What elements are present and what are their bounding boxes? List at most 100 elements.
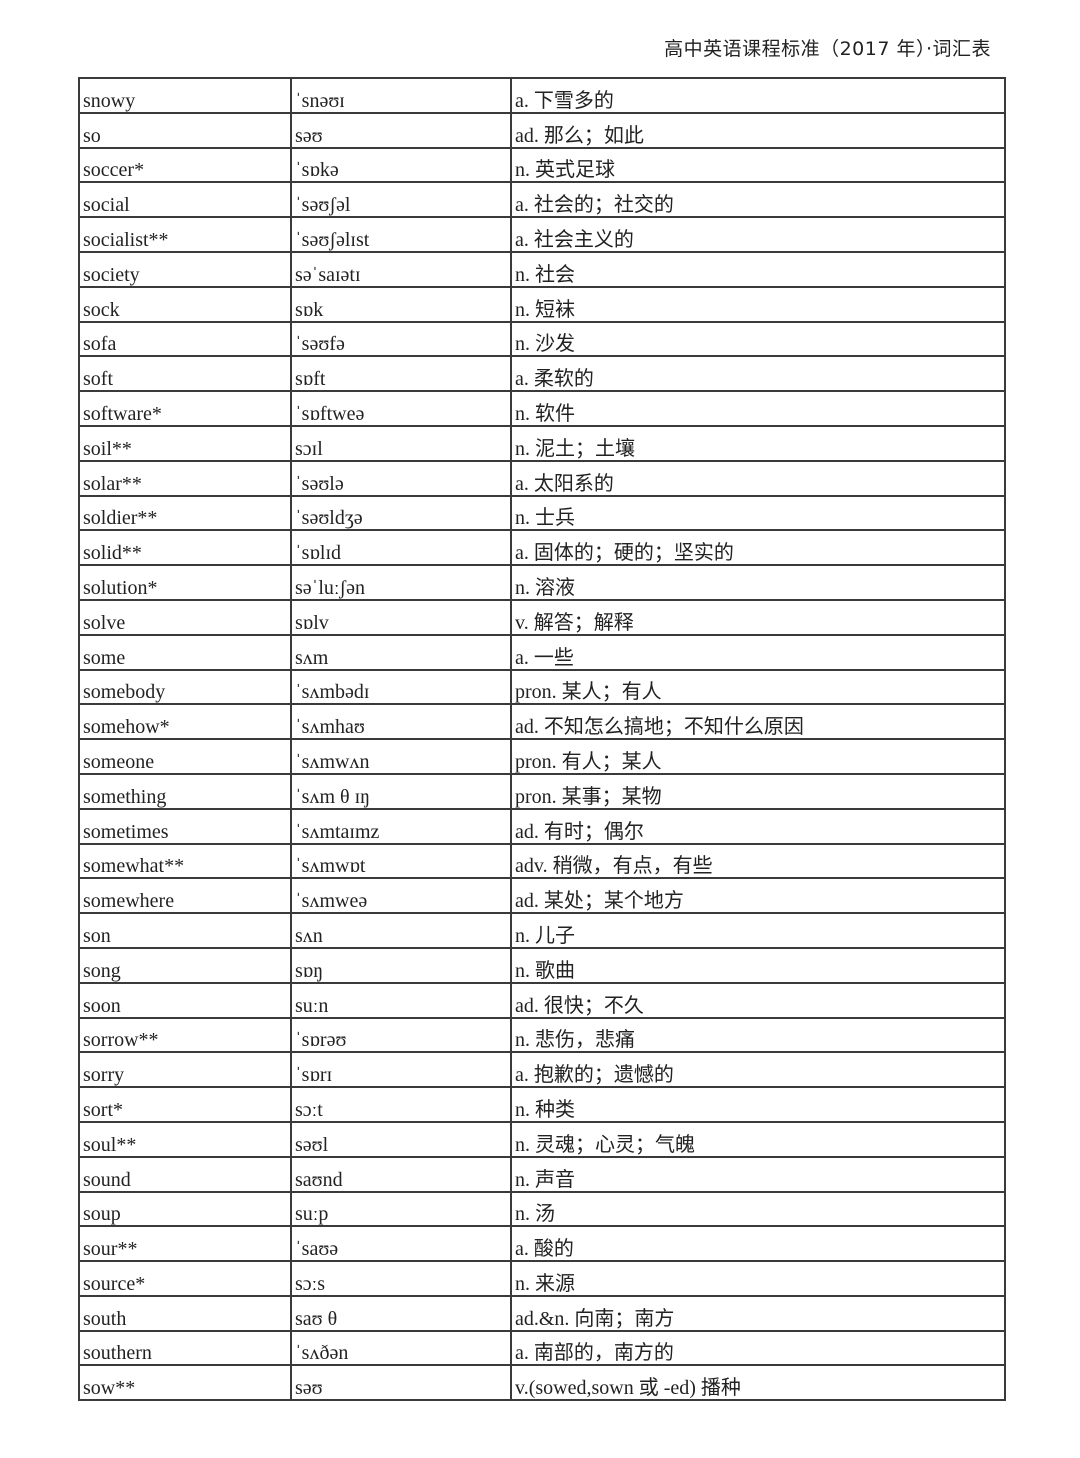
definition-cell: ad.&n. 向南；南方 (510, 1294, 1006, 1332)
definition-cell: n. 声音 (510, 1155, 1006, 1193)
phonetic-cell: sɒk (290, 285, 512, 323)
word-cell: sorrow** (78, 1016, 292, 1054)
table-row: source* sɔːs n. 来源 (78, 1260, 1006, 1297)
word-cell: sorry (78, 1051, 292, 1089)
word-cell: soil** (78, 424, 292, 462)
definition-cell: pron. 某事；某物 (510, 772, 1006, 810)
word-cell: sound (78, 1155, 292, 1193)
table-row: somebody ˈsʌmbədɪ pron. 某人；有人 (78, 668, 1006, 706)
definition-cell: a. 酸的 (510, 1225, 1006, 1263)
table-row: solar** ˈsəʊlə a. 太阳系的 (78, 459, 1006, 497)
definition-cell: ad. 有时；偶尔 (510, 807, 1006, 845)
word-cell: son (78, 912, 292, 949)
definition-cell: a. 太阳系的 (510, 459, 1006, 497)
word-cell: solution* (78, 564, 292, 601)
phonetic-cell: sɒŋ (290, 946, 512, 984)
vocabulary-table: snowy ˈsnəʊɪ a. 下雪多的 so səʊ ad. 那么；如此 soccer* ˈ… (78, 77, 1006, 1402)
phonetic-cell: ˈsɒlɪd (290, 529, 512, 567)
phonetic-cell: saʊ θ (290, 1294, 512, 1332)
table-row: sour** ˈsaʊə a. 酸的 (78, 1225, 1006, 1263)
table-row: someone ˈsʌmwʌn pron. 有人；某人 (78, 738, 1006, 775)
table-row: sow** səʊ v.(sowed,sown 或 -ed) 播种 (78, 1364, 1006, 1402)
phonetic-cell: ˈsɒrɪ (290, 1051, 512, 1089)
word-cell: social (78, 181, 292, 219)
word-cell: software* (78, 390, 292, 427)
phonetic-cell: səʊ (290, 1364, 512, 1402)
phonetic-cell: ˈsʌmbədɪ (290, 668, 512, 706)
definition-cell: n. 泥土；土壤 (510, 424, 1006, 462)
table-row: something ˈsʌm θ ɪŋ pron. 某事；某物 (78, 772, 1006, 810)
phonetic-cell: ˈsəʊʃəl (290, 181, 512, 219)
table-row: southern ˈsʌðən a. 南部的，南方的 (78, 1329, 1006, 1367)
phonetic-cell: ˈsəʊlə (290, 459, 512, 497)
definition-cell: n. 歌曲 (510, 946, 1006, 984)
table-row: socialist** ˈsəʊʃəlɪst a. 社会主义的 (78, 216, 1006, 253)
definition-cell: a. 下雪多的 (510, 77, 1006, 114)
definition-cell: v.(sowed,sown 或 -ed) 播种 (510, 1364, 1006, 1402)
table-row: sometimes ˈsʌmtaɪmz ad. 有时；偶尔 (78, 807, 1006, 845)
definition-cell: a. 固体的；硬的；坚实的 (510, 529, 1006, 567)
word-cell: something (78, 772, 292, 810)
word-cell: somehow* (78, 703, 292, 741)
table-row: social ˈsəʊʃəl a. 社会的；社交的 (78, 181, 1006, 219)
definition-cell: ad. 那么；如此 (510, 111, 1006, 149)
definition-cell: n. 来源 (510, 1260, 1006, 1297)
phonetic-cell: səˈsaɪətɪ (290, 250, 512, 288)
word-cell: soul** (78, 1120, 292, 1158)
definition-cell: n. 灵魂；心灵；气魄 (510, 1120, 1006, 1158)
word-cell: sock (78, 285, 292, 323)
word-cell: soldier** (78, 494, 292, 532)
table-row: sorry ˈsɒrɪ a. 抱歉的；遗憾的 (78, 1051, 1006, 1089)
definition-cell: pron. 有人；某人 (510, 738, 1006, 775)
word-cell: sofa (78, 320, 292, 358)
phonetic-cell: ˈsnəʊɪ (290, 77, 512, 114)
word-cell: someone (78, 738, 292, 775)
word-cell: somewhat** (78, 842, 292, 880)
table-row: sock sɒk n. 短袜 (78, 285, 1006, 323)
table-row: so səʊ ad. 那么；如此 (78, 111, 1006, 149)
phonetic-cell: saʊnd (290, 1155, 512, 1193)
word-cell: somebody (78, 668, 292, 706)
word-cell: sow** (78, 1364, 292, 1402)
table-row: sofa ˈsəʊfə n. 沙发 (78, 320, 1006, 358)
word-cell: so (78, 111, 292, 149)
table-row: soft sɒft a. 柔软的 (78, 355, 1006, 393)
definition-cell: n. 种类 (510, 1086, 1006, 1123)
table-row: soccer* ˈsɒkə n. 英式足球 (78, 146, 1006, 184)
word-cell: soup (78, 1190, 292, 1228)
table-row: solve sɒlv v. 解答；解释 (78, 598, 1006, 636)
table-row: son sʌn n. 儿子 (78, 912, 1006, 949)
definition-cell: pron. 某人；有人 (510, 668, 1006, 706)
definition-cell: n. 沙发 (510, 320, 1006, 358)
definition-cell: adv. 稍微，有点，有些 (510, 842, 1006, 880)
definition-cell: a. 一些 (510, 633, 1006, 671)
definition-cell: n. 士兵 (510, 494, 1006, 532)
table-row: solid** ˈsɒlɪd a. 固体的；硬的；坚实的 (78, 529, 1006, 567)
word-cell: some (78, 633, 292, 671)
word-cell: soft (78, 355, 292, 393)
table-row: sort* sɔːt n. 种类 (78, 1086, 1006, 1123)
definition-cell: n. 软件 (510, 390, 1006, 427)
phonetic-cell: ˈsʌm θ ɪŋ (290, 772, 512, 810)
table-row: somewhat** ˈsʌmwɒt adv. 稍微，有点，有些 (78, 842, 1006, 880)
table-row: south saʊ θ ad.&n. 向南；南方 (78, 1294, 1006, 1332)
definition-cell: a. 抱歉的；遗憾的 (510, 1051, 1006, 1089)
phonetic-cell: sɒlv (290, 598, 512, 636)
table-row: song sɒŋ n. 歌曲 (78, 946, 1006, 984)
table-row: soup suːp n. 汤 (78, 1190, 1006, 1228)
phonetic-cell: sʌm (290, 633, 512, 671)
phonetic-cell: ˈsɒkə (290, 146, 512, 184)
definition-cell: n. 儿子 (510, 912, 1006, 949)
phonetic-cell: sʌn (290, 912, 512, 949)
definition-cell: a. 社会主义的 (510, 216, 1006, 253)
word-cell: solid** (78, 529, 292, 567)
word-cell: somewhere (78, 877, 292, 915)
definition-cell: n. 汤 (510, 1190, 1006, 1228)
definition-cell: v. 解答；解释 (510, 598, 1006, 636)
word-cell: solar** (78, 459, 292, 497)
table-row: somewhere ˈsʌmweə ad. 某处；某个地方 (78, 877, 1006, 915)
phonetic-cell: sɒft (290, 355, 512, 393)
table-row: some sʌm a. 一些 (78, 633, 1006, 671)
table-row: software* ˈsɒftweə n. 软件 (78, 390, 1006, 427)
table-row: somehow* ˈsʌmhaʊ ad. 不知怎么搞地；不知什么原因 (78, 703, 1006, 741)
